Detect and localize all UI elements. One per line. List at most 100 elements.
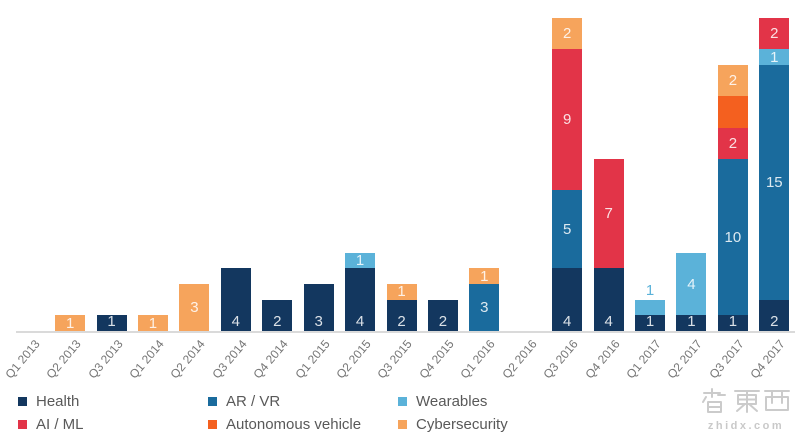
segment-cybersecurity: 3 bbox=[179, 284, 210, 331]
plot-area: Q1 2013 1 Q2 2013 1 Q3 2013 1 Q1 2014 3 Q2 2014 4… bbox=[2, 0, 795, 381]
x-axis-label-q1-2014: Q1 2014 bbox=[126, 337, 167, 382]
bar-q2-2014: 3 bbox=[179, 284, 210, 331]
legend-item-health: Health bbox=[18, 393, 208, 410]
segment-cybersecurity: 2 bbox=[552, 18, 583, 50]
segment-health: 4 bbox=[220, 268, 251, 331]
segment-health: 1 bbox=[717, 313, 748, 331]
legend-swatch-ar-vr bbox=[208, 397, 217, 406]
legend-item-ai-ml: AI / ML bbox=[18, 416, 208, 433]
x-axis-label-q1-2017: Q1 2017 bbox=[623, 337, 664, 382]
bar-q4-2014: 2 bbox=[262, 299, 293, 331]
segment-wearables: 1 bbox=[635, 283, 666, 316]
segment-value-label: 2 bbox=[397, 313, 406, 330]
segment-value-label: 3 bbox=[480, 299, 489, 317]
bar-slot-q4-2017: 2 15 1 2 Q4 2017 bbox=[748, 0, 795, 381]
segment-value-label: 4 bbox=[563, 313, 572, 330]
segment-health: 2 bbox=[759, 299, 790, 331]
bar-q1-2014: 1 bbox=[137, 314, 168, 332]
bar-slot-q3-2016: 4 5 9 2 Q3 2016 bbox=[541, 0, 587, 381]
segment-value-label: 3 bbox=[314, 313, 323, 330]
legend-swatch-autonomous-vehicle bbox=[208, 420, 217, 429]
legend-label: AR / VR bbox=[226, 393, 281, 410]
segment-health: 3 bbox=[303, 284, 334, 331]
segment-value-label: 9 bbox=[563, 111, 572, 129]
legend-item-cybersecurity: Cybersecurity bbox=[398, 416, 588, 433]
segment-ai-ml: 7 bbox=[593, 158, 624, 269]
x-axis-label-q2-2015: Q2 2015 bbox=[333, 337, 374, 382]
legend-label: Cybersecurity bbox=[416, 416, 508, 433]
x-axis-label-q1-2016: Q1 2016 bbox=[457, 337, 499, 382]
segment-ai-ml: 9 bbox=[552, 49, 583, 191]
segment-health: 4 bbox=[552, 268, 583, 331]
segment-cybersecurity: 1 bbox=[386, 283, 417, 301]
segment-value-label: 5 bbox=[563, 220, 572, 238]
watermark: zhidx.com bbox=[698, 388, 794, 432]
bar-slot-q4-2016: 4 7 Q4 2016 bbox=[582, 0, 629, 381]
x-axis-label-q2-2013: Q2 2013 bbox=[43, 337, 84, 382]
legend: Health AR / VR Wearables AI / ML Autonomous … bbox=[18, 393, 588, 433]
x-axis-label-q1-2013: Q1 2013 bbox=[2, 337, 43, 382]
x-axis-label-q2-2016: Q2 2016 bbox=[499, 337, 540, 382]
segment-health: 1 bbox=[676, 313, 707, 331]
segment-value-label: 1 bbox=[355, 252, 365, 270]
legend-swatch-wearables bbox=[398, 397, 407, 406]
bar-slot-q1-2015: 3 Q1 2015 bbox=[292, 0, 339, 381]
segment-value-label: 2 bbox=[770, 25, 779, 43]
zhidx-logo-icon bbox=[702, 388, 790, 413]
segment-wearables: 4 bbox=[676, 252, 707, 316]
segment-value-label: 2 bbox=[728, 72, 738, 90]
x-axis-label-q4-2017: Q4 2017 bbox=[747, 337, 789, 382]
segment-health: 2 bbox=[386, 299, 417, 331]
bar-q4-2015: 2 bbox=[427, 299, 458, 331]
legend-item-ar-vr: AR / VR bbox=[208, 393, 398, 410]
segment-value-label: 1 bbox=[397, 283, 406, 301]
bar-q3-2014: 4 bbox=[220, 268, 251, 331]
segment-value-label: 1 bbox=[728, 313, 738, 330]
segment-value-label: 4 bbox=[355, 313, 365, 330]
bar-slot-q3-2014: 4 Q3 2014 bbox=[209, 0, 256, 381]
segment-value-label: 4 bbox=[231, 313, 240, 330]
segment-cybersecurity: 1 bbox=[469, 268, 500, 285]
segment-cybersecurity: 1 bbox=[55, 314, 86, 332]
x-axis-label-q3-2017: Q3 2017 bbox=[706, 337, 747, 382]
x-axis-label-q3-2014: Q3 2014 bbox=[209, 337, 250, 382]
segment-value-label: 3 bbox=[190, 299, 199, 317]
bar-slot-q4-2015: 2 Q4 2015 bbox=[416, 0, 463, 381]
legend-swatch-cybersecurity bbox=[398, 420, 407, 429]
segment-cybersecurity: 2 bbox=[717, 64, 748, 97]
segment-health: 2 bbox=[262, 299, 293, 331]
segment-ar-vr: 10 bbox=[717, 158, 748, 316]
segment-health: 1 bbox=[635, 314, 666, 331]
segment-ar-vr: 3 bbox=[469, 284, 500, 331]
legend-label: Autonomous vehicle bbox=[226, 416, 362, 433]
bar-q4-2017: 2 15 1 2 bbox=[759, 18, 790, 331]
legend-swatch-ai-ml bbox=[18, 420, 27, 429]
segment-value-label: 10 bbox=[724, 228, 742, 246]
segment-value-label: 1 bbox=[770, 48, 779, 66]
segment-health: 4 bbox=[593, 268, 624, 331]
segment-wearables: 1 bbox=[345, 252, 376, 270]
bar-slot-q4-2014: 2 Q4 2014 bbox=[251, 0, 298, 381]
segment-value-label: 1 bbox=[65, 314, 75, 332]
segment-value-label: 4 bbox=[687, 275, 696, 293]
segment-value-label: 1 bbox=[645, 281, 655, 299]
bar-slot-q1-2017: 1 1 Q1 2017 bbox=[623, 0, 670, 381]
segment-ar-vr: 15 bbox=[759, 64, 790, 300]
segment-value-label: 1 bbox=[687, 313, 696, 330]
segment-health: 1 bbox=[96, 314, 127, 331]
bar-slot-q3-2017: 1 10 2 2 Q3 2017 bbox=[706, 0, 753, 381]
segment-value-label: 2 bbox=[273, 313, 282, 330]
segment-value-label: 1 bbox=[148, 314, 158, 332]
bar-q1-2015: 3 bbox=[303, 284, 334, 331]
segment-value-label: 2 bbox=[438, 313, 448, 330]
legend-label: Wearables bbox=[416, 393, 488, 410]
x-axis-label-q2-2017: Q2 2017 bbox=[664, 337, 706, 382]
segment-value-label: 2 bbox=[770, 313, 779, 330]
bar-slot-q1-2013: Q1 2013 bbox=[2, 0, 49, 381]
x-axis-label-q1-2015: Q1 2015 bbox=[292, 337, 333, 382]
bar-slot-q2-2015: 4 1 Q2 2015 bbox=[333, 0, 380, 381]
